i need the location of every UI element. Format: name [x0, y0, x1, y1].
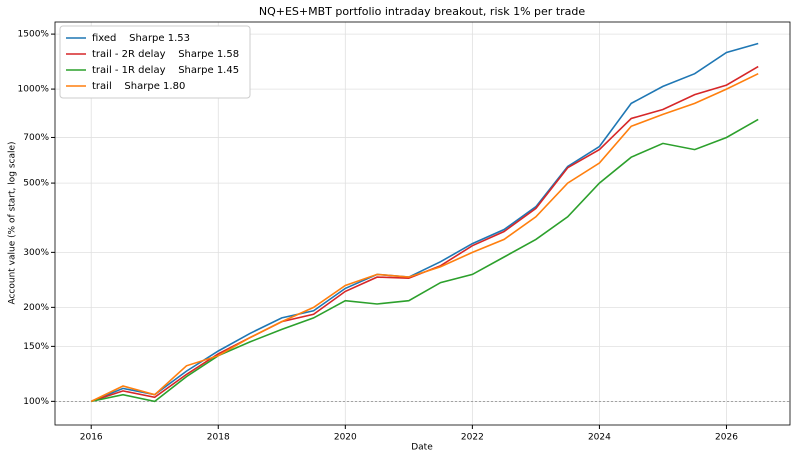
chart-title: NQ+ES+MBT portfolio intraday breakout, r…: [259, 5, 586, 18]
legend-label: trail Sharpe 1.80: [92, 81, 185, 92]
x-axis-label: Date: [411, 443, 433, 453]
y-tick-label: 150%: [23, 342, 49, 352]
series-line: [91, 118, 759, 403]
legend-label: trail - 1R delay Sharpe 1.45: [92, 65, 239, 76]
legend-box: [59, 25, 251, 99]
plot-frame: [54, 21, 791, 426]
legend-label: trail - 2R delay Sharpe 1.58: [92, 49, 239, 60]
y-tick-label: 500%: [23, 179, 49, 189]
x-tick-label: 2018: [207, 433, 230, 443]
x-tick-label: 2026: [715, 433, 738, 443]
y-tick-label: 700%: [23, 133, 49, 143]
y-tick-label: 1500%: [18, 30, 50, 40]
y-tick-label: 1000%: [18, 85, 50, 95]
y-tick-label: 100%: [23, 397, 49, 407]
x-tick-label: 2022: [461, 433, 484, 443]
y-tick-label: 200%: [23, 303, 49, 313]
legend-label: fixed Sharpe 1.53: [92, 33, 190, 44]
x-tick-label: 2024: [588, 433, 611, 443]
y-tick-label: 300%: [23, 248, 49, 258]
y-axis-label: Account value (% of start, log scale): [8, 141, 18, 304]
x-tick-label: 2016: [80, 433, 103, 443]
x-tick-label: 2020: [334, 433, 357, 443]
series-line: [90, 72, 759, 403]
